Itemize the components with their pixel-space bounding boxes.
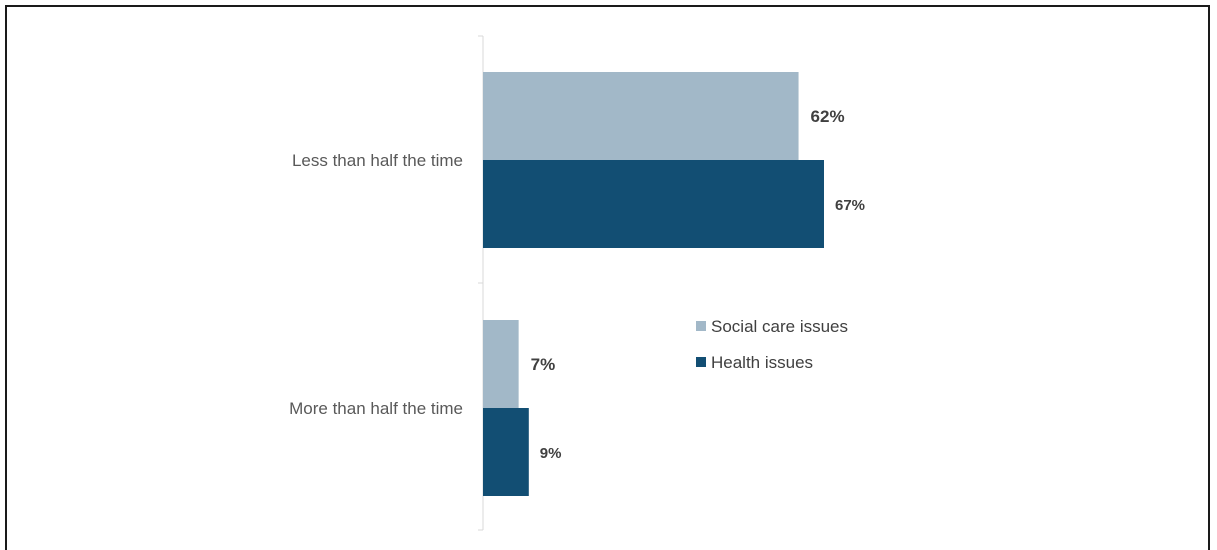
- data-label: 67%: [835, 197, 865, 214]
- data-label: 9%: [540, 445, 562, 462]
- bar: [483, 160, 824, 248]
- legend-label: Social care issues: [711, 317, 848, 336]
- bar: [483, 320, 519, 408]
- data-label: 62%: [811, 107, 845, 126]
- category-label: More than half the time: [289, 399, 463, 418]
- data-label: 7%: [531, 355, 556, 374]
- bar: [483, 408, 529, 496]
- bar: [483, 72, 799, 160]
- legend-label: Health issues: [711, 353, 813, 372]
- labels-group: Less than half the time 62% 67% More than h…: [289, 107, 865, 462]
- category-label: Less than half the time: [292, 151, 463, 170]
- bars-group: [483, 72, 824, 496]
- legend: Social care issues Health issues: [696, 317, 848, 372]
- legend-swatch: [696, 321, 706, 331]
- legend-swatch: [696, 357, 706, 367]
